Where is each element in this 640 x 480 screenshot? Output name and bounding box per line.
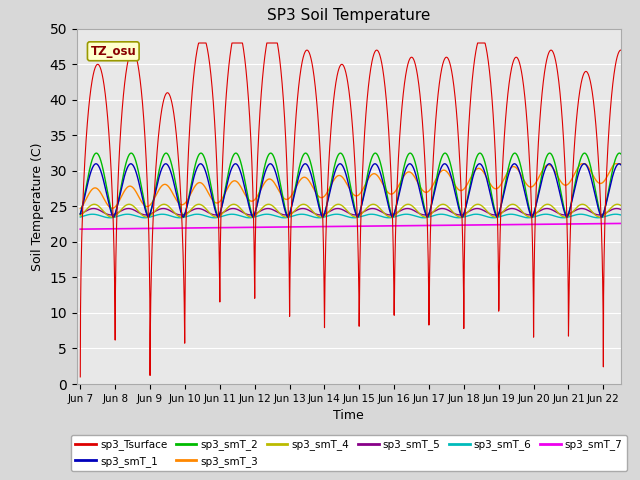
- Legend: sp3_Tsurface, sp3_smT_1, sp3_smT_2, sp3_smT_3, sp3_smT_4, sp3_smT_5, sp3_smT_6, : sp3_Tsurface, sp3_smT_1, sp3_smT_2, sp3_…: [71, 435, 627, 471]
- Title: SP3 Soil Temperature: SP3 Soil Temperature: [267, 9, 431, 24]
- X-axis label: Time: Time: [333, 409, 364, 422]
- Y-axis label: Soil Temperature (C): Soil Temperature (C): [31, 142, 44, 271]
- Text: TZ_osu: TZ_osu: [90, 45, 136, 58]
